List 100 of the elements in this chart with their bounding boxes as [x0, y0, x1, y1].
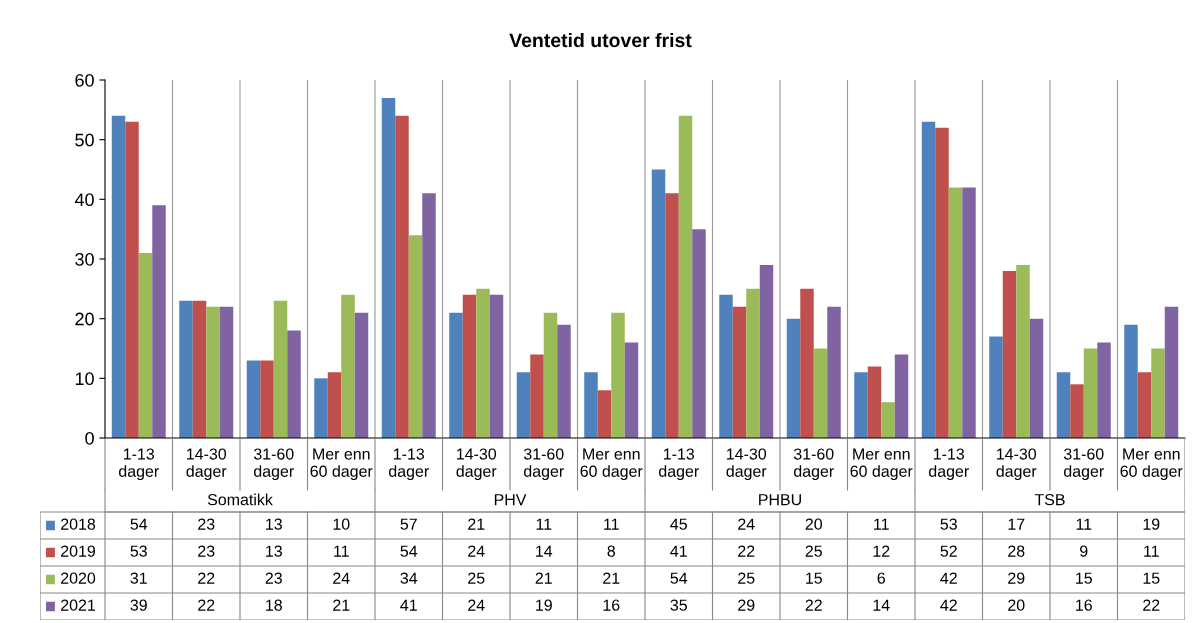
data-label: 15 [806, 572, 822, 584]
data-label: 16 [1076, 599, 1092, 611]
text: TSB [1034, 493, 1065, 506]
y-tick-label: 0 [85, 431, 94, 445]
x-tick-label: Mer enn 60 dager [580, 448, 643, 481]
bar [759, 264, 774, 438]
bar [786, 318, 801, 438]
bar [422, 193, 436, 438]
data-label: 10 [333, 518, 350, 530]
bar [597, 390, 612, 438]
bar [584, 372, 598, 438]
bar [314, 378, 328, 438]
bar [678, 115, 693, 438]
bar [125, 121, 139, 438]
legend-label: 2020 [61, 572, 96, 584]
bar [732, 306, 747, 438]
bar [948, 187, 963, 438]
bar [867, 366, 882, 438]
x-tick-label: 31-60 dager [793, 448, 834, 481]
bar [651, 169, 666, 438]
bar [935, 127, 949, 438]
x-tick-label: 31-60 dager [1063, 448, 1104, 481]
data-label: 15 [1143, 572, 1160, 584]
bar [989, 336, 1003, 438]
bar [462, 294, 477, 438]
x-tick-label: 31-60 dager [253, 448, 294, 481]
bar [273, 300, 288, 438]
data-label: 11 [874, 518, 889, 530]
data-label: 42 [940, 572, 957, 584]
bar [327, 372, 342, 438]
data-label: 11 [1144, 545, 1159, 557]
data-label: 8 [607, 545, 615, 557]
bar [1083, 348, 1098, 438]
x-tick-label: Mer enn 60 dager [1120, 448, 1183, 481]
x-tick-label: 1-13 dager [119, 448, 159, 481]
bar [516, 372, 531, 438]
x-tick-label: 14-30 dager [186, 448, 227, 481]
bar [489, 294, 504, 438]
bar [246, 360, 261, 438]
bar [1137, 372, 1152, 438]
data-label: 23 [198, 545, 215, 557]
y-tick-label: 60 [75, 73, 94, 87]
bar [827, 306, 841, 438]
data-label: 41 [400, 599, 417, 611]
y-tick-label: 10 [75, 372, 94, 386]
data-label: 54 [130, 518, 148, 530]
bar [1056, 372, 1071, 438]
data-label: 13 [266, 518, 282, 530]
data-label: 29 [738, 599, 755, 611]
bar [813, 348, 828, 438]
bar [138, 253, 153, 438]
x-tick-label: 1-13 dager [659, 448, 699, 481]
bar [611, 312, 625, 438]
y-tick-label: 40 [74, 193, 94, 207]
data-label: 19 [536, 599, 552, 611]
bar [530, 354, 544, 438]
bar [854, 372, 868, 438]
data-label: 21 [603, 572, 620, 584]
data-label: 45 [670, 518, 687, 530]
data-label: 11 [334, 545, 349, 557]
data-label: 25 [738, 572, 755, 584]
data-label: 34 [400, 572, 418, 584]
data-label: 11 [536, 518, 552, 530]
data-label: 53 [940, 518, 957, 530]
data-label: 23 [198, 518, 215, 530]
data-label: 21 [333, 599, 350, 611]
data-label: 42 [940, 599, 957, 611]
bar [692, 229, 706, 438]
data-label: 13 [266, 545, 282, 557]
bar [1070, 384, 1084, 438]
legend-label: 2018 [61, 518, 96, 530]
bar [800, 288, 814, 438]
bar [341, 294, 355, 438]
bar [1151, 348, 1165, 438]
x-tick-label: 31-60 dager [523, 448, 564, 481]
data-label: 24 [738, 518, 755, 530]
data-label: 22 [198, 572, 215, 584]
text: Somatikk [207, 493, 273, 506]
data-label: 52 [940, 545, 957, 557]
data-label: 25 [805, 545, 822, 557]
data-label: 11 [1076, 518, 1092, 530]
bar [179, 300, 193, 438]
data-label: 20 [1008, 599, 1025, 611]
x-tick-label: 1-13 dager [929, 448, 969, 481]
bar [881, 402, 895, 438]
bar [746, 288, 760, 438]
x-tick-label: Mer enn 60 dager [850, 448, 913, 481]
bar [111, 115, 126, 438]
bar [354, 312, 369, 438]
data-label: 23 [265, 572, 282, 584]
bar [624, 342, 639, 438]
y-tick-label: 30 [75, 252, 94, 266]
data-label: 22 [805, 599, 822, 611]
data-label: 24 [333, 572, 350, 584]
bar [1016, 264, 1030, 438]
bar [449, 312, 463, 438]
data-label: 35 [670, 599, 687, 611]
data-label: 21 [535, 572, 552, 584]
bar [1002, 270, 1017, 438]
bar [476, 288, 490, 438]
